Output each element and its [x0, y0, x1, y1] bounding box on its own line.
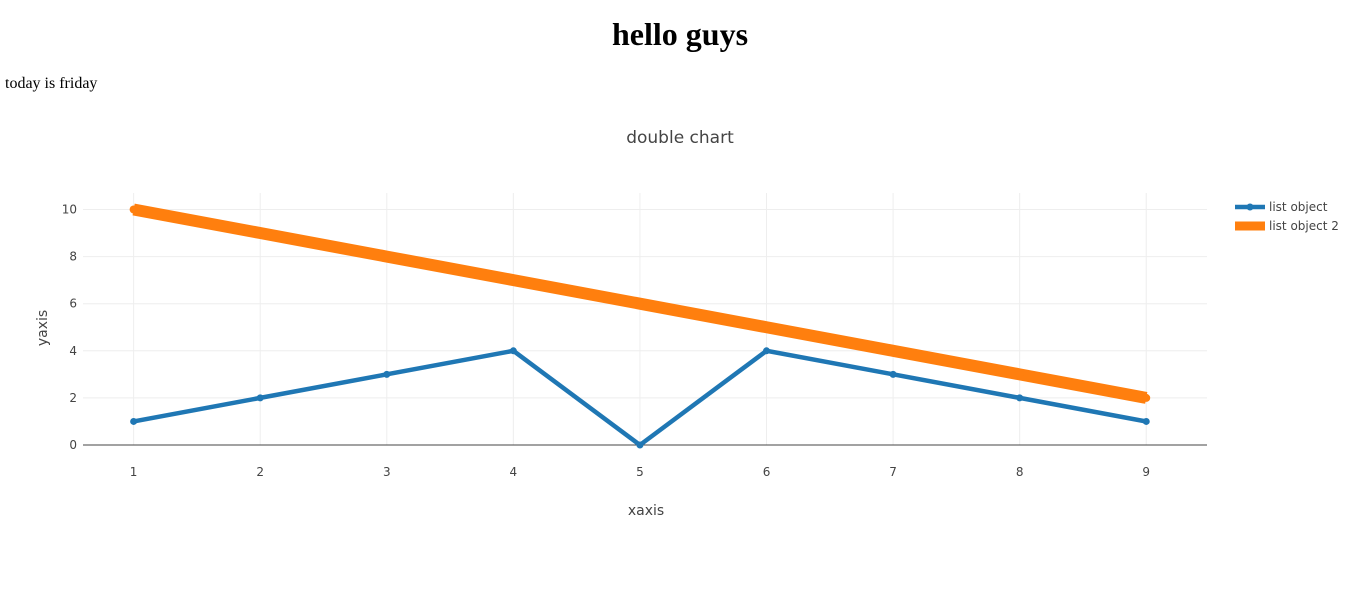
data-point[interactable]: [130, 417, 138, 425]
data-point[interactable]: [256, 229, 265, 238]
data-point[interactable]: [635, 299, 644, 308]
y-tick-label: 8: [69, 250, 77, 264]
page-subtitle: today is friday: [5, 75, 98, 92]
data-point[interactable]: [1015, 370, 1024, 379]
data-point[interactable]: [383, 370, 391, 378]
chart-title: double chart: [626, 128, 734, 148]
data-point[interactable]: [256, 394, 264, 402]
data-point[interactable]: [636, 441, 644, 449]
data-point[interactable]: [509, 347, 517, 355]
legend-label: list object 2: [1269, 219, 1339, 233]
x-tick-label: 7: [889, 465, 897, 479]
legend-item-2[interactable]: list object 2: [1235, 219, 1339, 233]
x-tick-label: 9: [1142, 465, 1150, 479]
data-point[interactable]: [763, 347, 771, 355]
data-point[interactable]: [889, 370, 897, 378]
x-tick-label: 6: [763, 465, 771, 479]
x-tick-label: 3: [383, 465, 391, 479]
data-point[interactable]: [1142, 417, 1150, 425]
x-tick-label: 5: [636, 465, 644, 479]
y-axis: 0 2 4 6 8 10: [62, 202, 77, 452]
data-point[interactable]: [129, 205, 138, 214]
data-point[interactable]: [382, 252, 391, 261]
y-tick-label: 10: [62, 202, 77, 216]
data-point[interactable]: [889, 346, 898, 355]
data-point[interactable]: [1142, 393, 1151, 402]
series-layer: [129, 203, 1151, 449]
legend-item-1[interactable]: list object: [1235, 200, 1328, 214]
legend-label: list object: [1269, 200, 1328, 214]
x-tick-label: 2: [256, 465, 264, 479]
data-point[interactable]: [762, 323, 771, 332]
x-axis-label: xaxis: [628, 503, 664, 519]
y-tick-label: 6: [69, 297, 77, 311]
page-title: hello guys: [611, 16, 749, 52]
y-tick-label: 2: [69, 391, 77, 405]
y-tick-label: 4: [69, 344, 77, 358]
x-tick-label: 8: [1016, 465, 1024, 479]
legend[interactable]: list object list object 2: [1235, 200, 1339, 233]
y-axis-label: yaxis: [35, 310, 51, 346]
data-point[interactable]: [509, 276, 518, 285]
x-axis: 1 2 3 4 5 6 7 8 9: [83, 444, 1207, 479]
x-tick-label: 1: [130, 465, 138, 479]
x-tick-label: 4: [510, 465, 518, 479]
data-point[interactable]: [1016, 394, 1024, 402]
y-tick-label: 0: [69, 438, 77, 452]
legend-marker: [1246, 203, 1254, 211]
